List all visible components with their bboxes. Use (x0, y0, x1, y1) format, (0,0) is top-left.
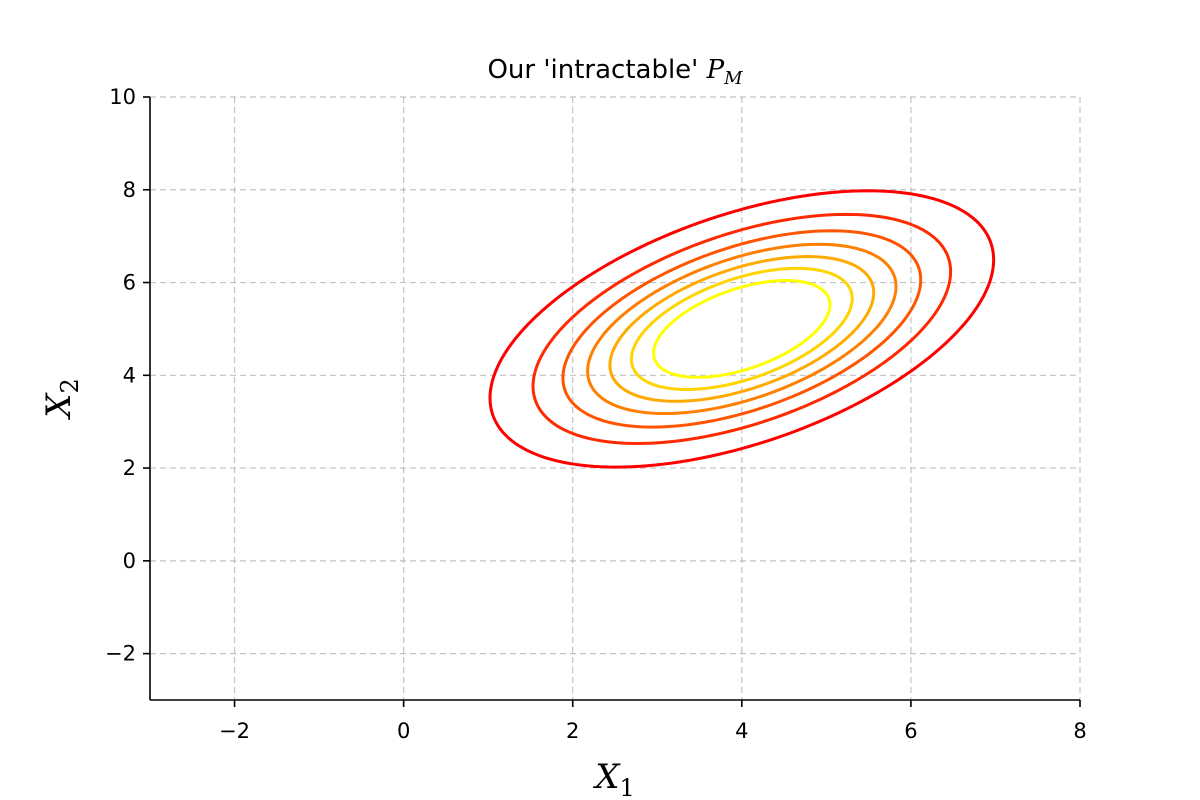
y-axis-label: X2 (39, 378, 84, 421)
contour-level-0.02 (531, 212, 953, 445)
contour-level-0.07 (652, 279, 832, 379)
axes (143, 96, 1081, 707)
y-tick-label: 10 (109, 85, 136, 109)
x-tick-label: −2 (219, 719, 250, 743)
x-tick-label: 2 (566, 719, 579, 743)
y-tick-label: 8 (123, 178, 136, 202)
y-tick-label: 4 (123, 363, 136, 387)
y-tick-label: 0 (123, 549, 136, 573)
contour-level-0.05 (608, 255, 876, 403)
y-tick-label: −2 (105, 642, 136, 666)
contour-level-0.04 (586, 242, 898, 416)
x-axis-label: X1 (592, 757, 635, 800)
x-tick-label: 0 (397, 719, 410, 743)
contour-lines (488, 189, 996, 469)
x-tick-label: 6 (904, 719, 917, 743)
contour-level-0.03 (561, 229, 923, 429)
x-tick-label: 4 (735, 719, 748, 743)
y-tick-label: 6 (123, 271, 136, 295)
contour-level-0.06 (629, 266, 854, 391)
x-tick-label: 8 (1073, 719, 1086, 743)
grid (150, 96, 1081, 700)
y-tick-label: 2 (123, 456, 136, 480)
tick-labels: −2 0 2 4 6 8 −2 0 2 4 6 8 10 (105, 85, 1087, 743)
chart-title: Our 'intractable' PM (487, 55, 743, 89)
contour-level-0.01 (488, 189, 996, 469)
